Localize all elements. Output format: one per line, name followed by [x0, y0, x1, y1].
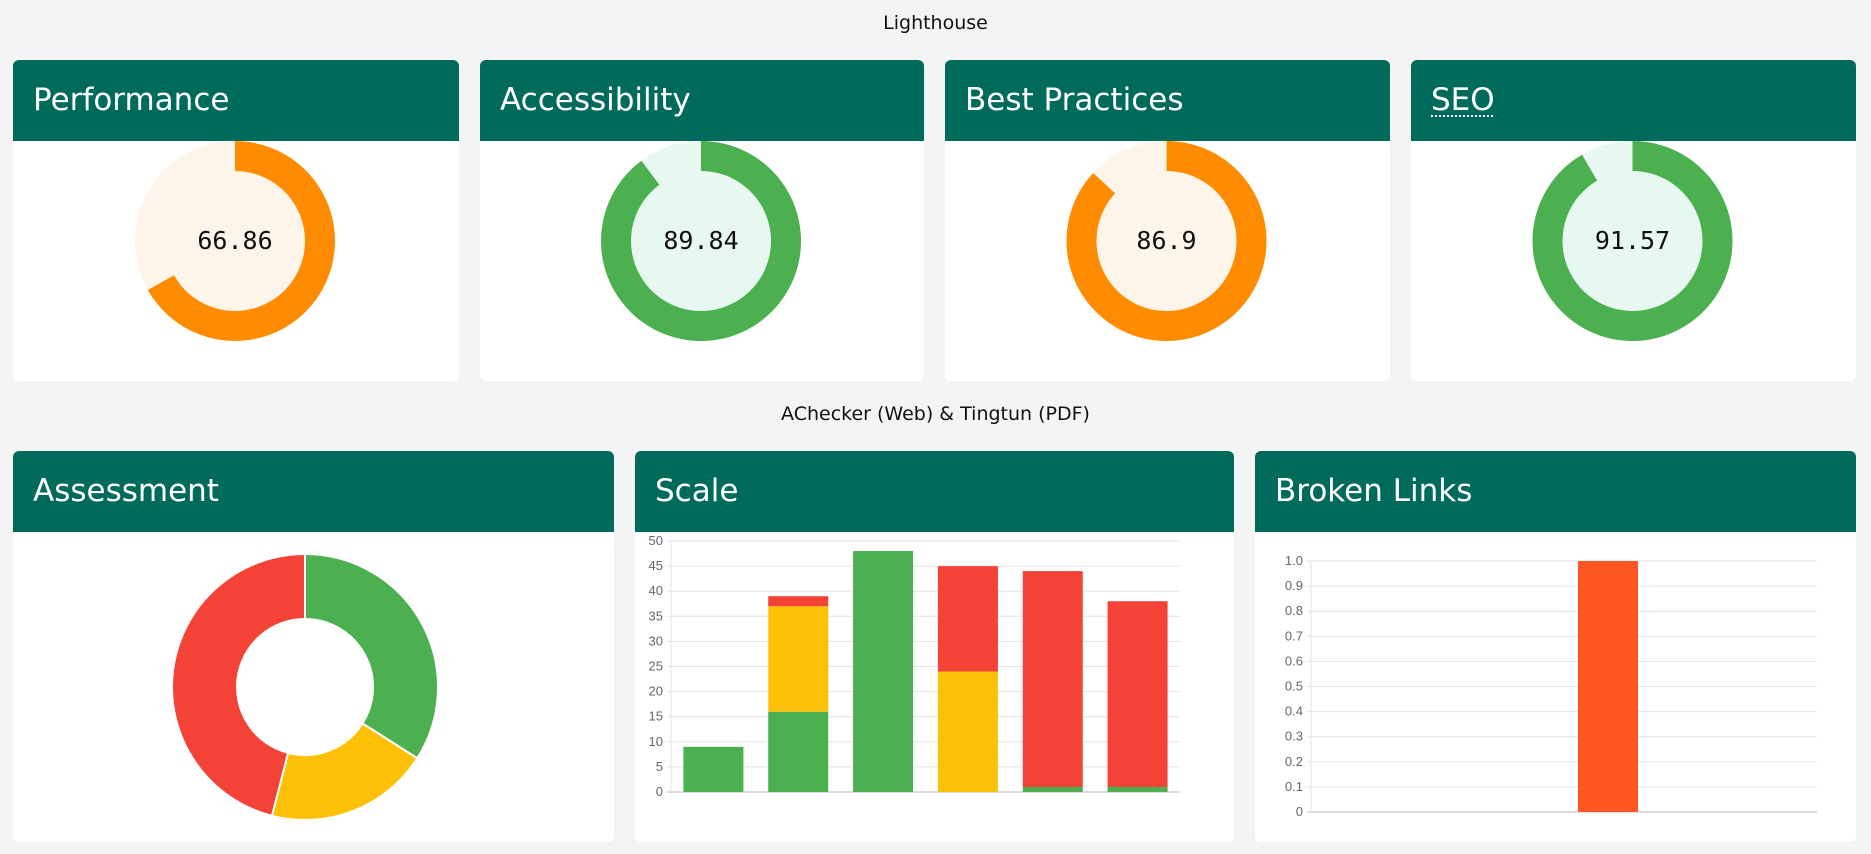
- performance-gauge: 66.86: [135, 141, 335, 341]
- y-tick-label: 0.1: [1285, 779, 1303, 794]
- scale-card: Scale 0 5 10 15 20 25 30 35 40 45 50: [635, 451, 1234, 842]
- best-practices-gauge: 86.9: [1066, 141, 1267, 341]
- y-tick-label: 5: [656, 759, 663, 774]
- broken-links-card: Broken Links 0 0.1 0.2 0.3 0.4 0.5 0.6 0.7 0.8 0.…: [1255, 451, 1856, 842]
- performance-card: Performance 66.86: [13, 60, 459, 381]
- y-tick-label: 10: [649, 734, 663, 749]
- y-tick-label: 25: [649, 659, 663, 674]
- y-tick-label: 1.0: [1285, 553, 1303, 568]
- card-title: Performance: [13, 60, 459, 141]
- y-tick-label: 0.2: [1285, 754, 1303, 769]
- y-tick-label: 0: [656, 784, 663, 799]
- gauge-arc: [1066, 141, 1267, 341]
- accessibility-gauge: 89.84: [601, 141, 801, 341]
- accessibility-card: Accessibility 89.84: [480, 60, 924, 381]
- bar-red: [937, 566, 998, 672]
- donut-segment-green: [304, 552, 439, 760]
- y-tick-label: 35: [649, 608, 663, 623]
- broken-links-bar-chart: 0 0.1 0.2 0.3 0.4 0.5 0.6 0.7 0.8 0.9 1.0: [1285, 553, 1817, 819]
- bar-yellow: [937, 671, 998, 792]
- assessment-donut-chart: [171, 552, 439, 821]
- card-title: Assessment: [13, 451, 614, 532]
- y-tick-label: 0.6: [1285, 653, 1303, 668]
- card-title: Best Practices: [945, 60, 1390, 141]
- bar-green: [768, 711, 829, 792]
- y-tick-label: 0.9: [1285, 578, 1303, 593]
- gauge-arc: [601, 141, 801, 341]
- card-title: Accessibility: [480, 60, 924, 141]
- gauge-value: 66.86: [197, 226, 272, 255]
- best-practices-card: Best Practices 86.9: [945, 60, 1390, 381]
- donut-segment-yellow: [270, 722, 419, 821]
- gauge-arc: [1532, 141, 1733, 341]
- card-title[interactable]: SEO: [1431, 82, 1495, 118]
- y-tick-label: 15: [649, 709, 663, 724]
- bar-red: [1107, 601, 1168, 787]
- y-tick-label: 40: [649, 583, 663, 598]
- y-tick-label: 50: [649, 533, 663, 548]
- bar-green: [1107, 786, 1168, 792]
- bar-red: [1022, 571, 1083, 787]
- card-title: Broken Links: [1255, 451, 1856, 532]
- checker-section-title: AChecker (Web) & Tingtun (PDF): [781, 403, 1090, 425]
- y-tick-label: 0.7: [1285, 628, 1303, 643]
- y-tick-label: 45: [649, 558, 663, 573]
- assessment-card: Assessment: [13, 451, 614, 842]
- y-tick-label: 20: [649, 684, 663, 699]
- seo-card: SEO 91.57: [1411, 60, 1856, 381]
- bar-red: [768, 596, 829, 607]
- gauge-value: 86.9: [1136, 226, 1196, 255]
- y-tick-label: 30: [649, 633, 663, 648]
- card-title: Scale: [635, 451, 1234, 532]
- lighthouse-section-title: Lighthouse: [883, 12, 988, 34]
- y-tick-label: 0.5: [1285, 679, 1303, 694]
- bar-green: [683, 746, 744, 792]
- bar-green: [853, 551, 914, 792]
- y-tick-label: 0.3: [1285, 729, 1303, 744]
- donut-segment-red: [171, 552, 306, 818]
- gauge-value: 89.84: [663, 226, 738, 255]
- gauge-arc: [147, 141, 335, 341]
- gauge-value: 91.57: [1595, 226, 1670, 255]
- bar-broken-links: [1578, 561, 1638, 812]
- y-tick-label: 0.8: [1285, 603, 1303, 618]
- bar-yellow: [768, 606, 829, 712]
- y-tick-label: 0: [1296, 804, 1303, 819]
- bar-green: [1022, 786, 1083, 792]
- seo-gauge: 91.57: [1532, 141, 1733, 341]
- scale-stacked-bar-chart: 0 5 10 15 20 25 30 35 40 45 50: [649, 533, 1180, 799]
- y-tick-label: 0.4: [1285, 704, 1303, 719]
